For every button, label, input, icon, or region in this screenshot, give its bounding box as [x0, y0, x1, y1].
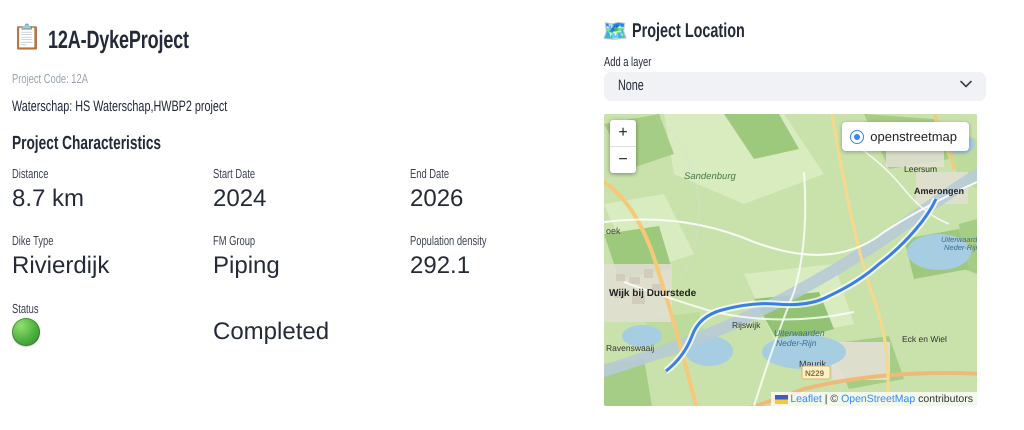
svg-text:Leersum: Leersum	[904, 164, 937, 174]
svg-text:Amerongen: Amerongen	[914, 186, 964, 196]
svg-text:oek: oek	[606, 226, 621, 236]
svg-text:Uiterwaarden: Uiterwaarden	[774, 328, 825, 338]
svg-text:N229: N229	[805, 369, 825, 378]
svg-text:Neder-Rijn: Neder-Rijn	[944, 243, 977, 252]
svg-text:Rijswijk: Rijswijk	[732, 320, 761, 330]
svg-text:Ravenswaaij: Ravenswaaij	[606, 343, 654, 353]
svg-text:Neder-Rijn: Neder-Rijn	[776, 338, 817, 348]
svg-text:Sandenburg: Sandenburg	[684, 171, 736, 182]
svg-text:Wijk bij Duurstede: Wijk bij Duurstede	[609, 288, 697, 299]
svg-text:Eck en Wiel: Eck en Wiel	[902, 334, 947, 344]
